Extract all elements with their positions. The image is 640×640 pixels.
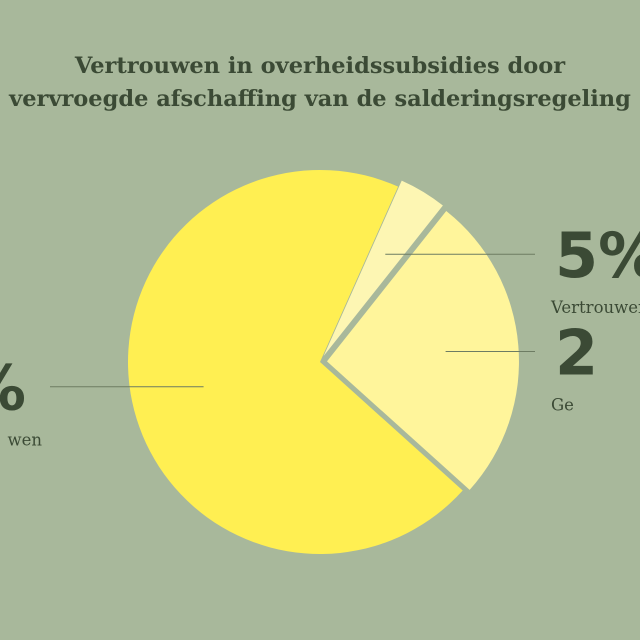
chart-title-line-2: vervroegde afschaffing van de salderings… [9,86,631,112]
slice-category-label-2: wen [7,431,42,450]
pie-slices [128,170,519,554]
pie-slice-1 [326,210,519,490]
pie-slice-0 [323,180,443,357]
chart-title-line-1: Vertrouwen in overheidssubsidies door [74,53,566,79]
slice-pct-label-1: 2 [555,316,598,389]
chart-title: Vertrouwen in overheidssubsidies door ve… [0,50,640,116]
slice-category-label-0: Vertrouwen [550,298,640,317]
slice-category-label-1: Ge [551,395,574,414]
pie-slice-2 [128,170,463,554]
leader-lines [50,253,535,388]
slice-pct-label-2: % [0,352,26,425]
slice-pct-label-0: 5% [555,219,640,292]
